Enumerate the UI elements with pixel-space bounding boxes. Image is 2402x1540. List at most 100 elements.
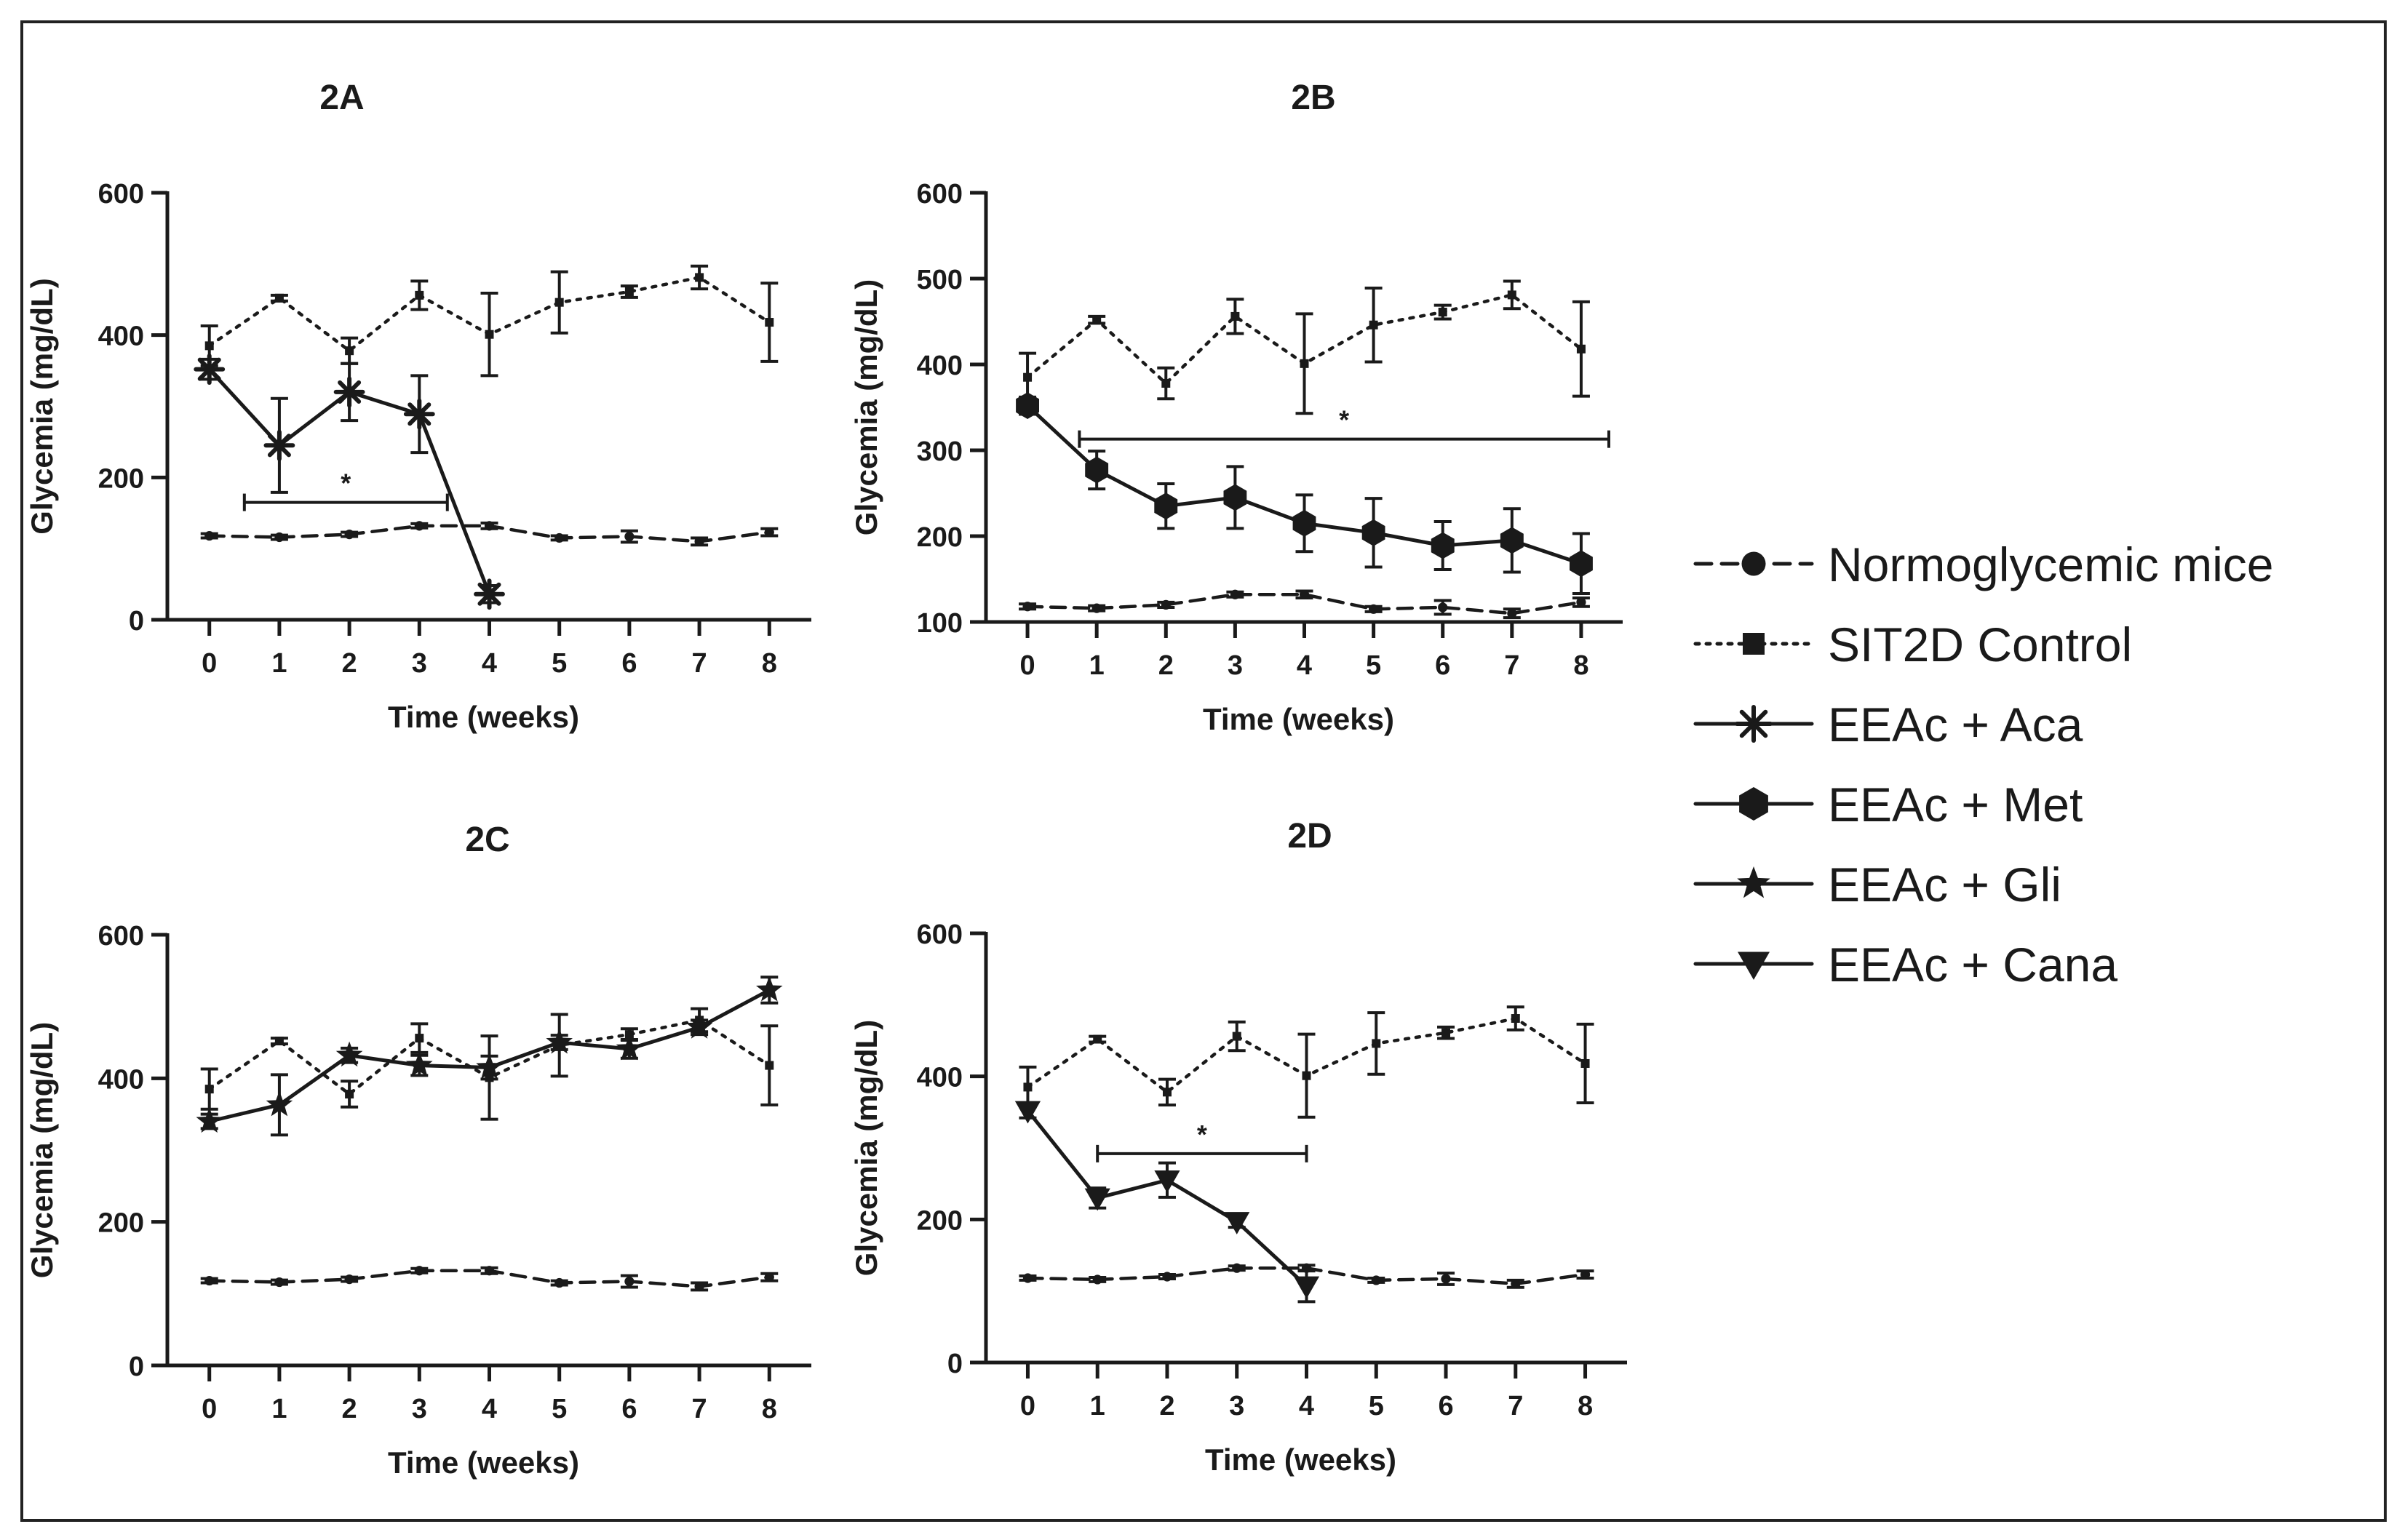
series-normoglycemic-mice [200, 1266, 779, 1292]
x-tick-label: 2 [342, 648, 357, 679]
data-point-circle [554, 532, 565, 543]
series-sit2d-control [1019, 1005, 1594, 1119]
data-point-square [204, 341, 214, 351]
data-point-circle [344, 1274, 354, 1285]
data-point-star [335, 1041, 363, 1067]
x-tick-label: 4 [482, 1394, 497, 1424]
significance-bracket: * [242, 468, 449, 511]
data-point-square [345, 346, 354, 356]
legend-label: SIT2D Control [1828, 618, 2132, 671]
y-tick-label: 400 [917, 1063, 963, 1093]
data-point-star [546, 1028, 573, 1054]
y-tick-label: 300 [917, 436, 963, 467]
data-point-star [196, 1107, 223, 1133]
legend-item-eeac-aca: EEAc + Aca [1693, 698, 2083, 751]
data-point-triangle-down [1154, 1170, 1180, 1193]
y-tick-label: 0 [947, 1349, 963, 1379]
x-tick-label: 3 [412, 1394, 427, 1424]
x-tick-label: 4 [1299, 1391, 1314, 1421]
x-tick-label: 5 [1366, 650, 1381, 681]
y-tick-label: 100 [917, 608, 963, 639]
x-tick-label: 1 [1089, 650, 1105, 681]
data-point-square [274, 1037, 284, 1046]
y-axis-label: Glycemia (mg/dL) [849, 1020, 883, 1276]
x-tick-label: 2 [342, 1394, 357, 1424]
data-point-hexagon [1016, 392, 1039, 419]
x-tick-label: 2 [1159, 1391, 1174, 1421]
legend-item-eeac-cana: EEAc + Cana [1693, 938, 2117, 992]
chart-panel-2c: 2C 0 200 400 600 0 1 2 3 4 5 6 7 8 Time (weeks) Glycemi… [25, 821, 811, 1480]
series-normoglycemic-mice [200, 521, 779, 547]
data-point-square [1441, 1028, 1451, 1037]
x-tick-label: 8 [762, 648, 777, 679]
x-tick-label: 5 [1369, 1391, 1384, 1421]
data-point-square [765, 1061, 774, 1070]
x-tick-label: 6 [1435, 650, 1450, 681]
legend-marker-square [1743, 633, 1765, 655]
data-point-circle [764, 1272, 774, 1282]
data-point-circle [1511, 1279, 1521, 1289]
x-tick-label: 4 [482, 648, 497, 679]
data-point-square [1092, 315, 1102, 324]
y-tick-label: 600 [98, 179, 144, 210]
y-tick-label: 200 [917, 522, 963, 553]
data-point-circle [204, 1275, 215, 1286]
asterisk-stroke [338, 380, 362, 404]
data-point-asterisk [474, 578, 505, 610]
data-point-circle [554, 1277, 565, 1288]
x-tick-label: 6 [621, 1394, 637, 1424]
legend-label: EEAc + Cana [1828, 938, 2117, 992]
significance-label: * [341, 468, 351, 498]
x-axis-label: Time (weeks) [1205, 1443, 1396, 1477]
data-point-square [1023, 372, 1033, 382]
y-tick-label: 500 [917, 265, 963, 295]
series-eeac-met [1016, 392, 1593, 596]
data-point-triangle-down [1224, 1212, 1250, 1234]
data-point-star [476, 1053, 503, 1080]
chart-panel-2b: 2B 100 200 300 400 500 600 0 1 2 3 4 5 6 7 8 Time (weeks… [849, 79, 1623, 736]
x-tick-label: 7 [1504, 650, 1519, 681]
data-point-triangle-down [1084, 1188, 1110, 1211]
data-point-circle [484, 521, 495, 531]
data-point-circle [274, 1277, 285, 1288]
y-tick-label: 200 [98, 463, 144, 494]
chart-panels: 2A 0 200 400 600 0 1 2 3 4 5 6 7 8 Time (weeks) Glycemi… [25, 79, 1627, 1480]
chart-title: 2A [319, 79, 364, 117]
x-axis-label: Time (weeks) [388, 700, 579, 734]
legend-marker-circle [1741, 551, 1766, 576]
data-point-square [485, 330, 494, 339]
data-point-square [1511, 1014, 1520, 1024]
data-point-circle [694, 1281, 704, 1292]
data-point-circle [624, 1276, 635, 1287]
x-axis-label: Time (weeks) [1203, 702, 1394, 736]
y-tick-label: 400 [917, 351, 963, 381]
data-point-square [204, 1085, 214, 1094]
x-tick-label: 2 [1158, 650, 1174, 681]
data-point-circle [1022, 602, 1033, 612]
significance-bracket: * [1078, 405, 1610, 448]
data-point-hexagon [1431, 532, 1455, 559]
y-axis-label: Glycemia (mg/dL) [25, 278, 59, 534]
data-point-square [1580, 1058, 1590, 1068]
chart-title: 2D [1287, 817, 1332, 855]
data-point-star [406, 1051, 433, 1077]
data-point-hexagon [1085, 456, 1109, 484]
data-point-circle [274, 532, 285, 543]
data-point-hexagon [1570, 550, 1593, 578]
legend-item-normoglycemic-mice: Normoglycemic mice [1693, 538, 2273, 591]
data-point-square [554, 298, 564, 307]
x-tick-label: 3 [1228, 650, 1243, 681]
data-point-square [1300, 359, 1309, 368]
data-point-star [616, 1034, 643, 1061]
data-point-square [1369, 320, 1378, 330]
data-point-square [345, 1090, 354, 1099]
y-axis-label: Glycemia (mg/dL) [849, 279, 883, 535]
legend-label: EEAc + Met [1828, 778, 2083, 831]
legend: Normoglycemic mice SIT2D Control EEAc + Ac… [1693, 538, 2273, 992]
y-tick-label: 0 [129, 1352, 144, 1382]
asterisk-stroke [407, 402, 432, 426]
significance-label: * [1339, 405, 1349, 435]
data-point-triangle-down [1293, 1276, 1320, 1299]
data-point-circle [1161, 599, 1171, 610]
data-point-square [624, 1030, 634, 1040]
